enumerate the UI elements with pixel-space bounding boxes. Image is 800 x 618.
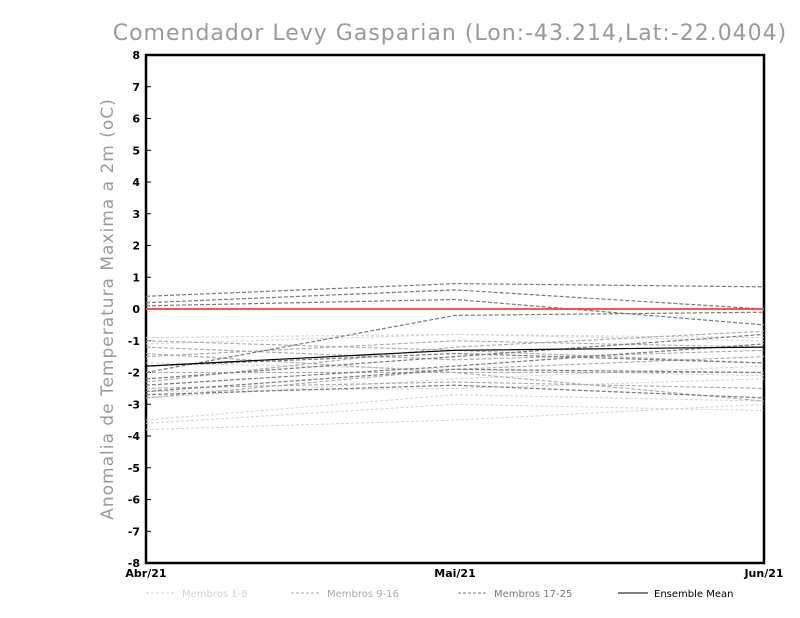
y-tick-label: -3 [128,398,140,411]
legend-item: Membros 1-8 [146,589,248,600]
legend-label: Membros 1-8 [182,589,248,600]
y-tick-label: -1 [128,335,140,348]
member-line-m21 [145,343,765,386]
member-line-m13 [145,381,765,389]
member-line-m6 [145,362,765,377]
legend-label: Ensemble Mean [654,589,733,600]
member-line-m5 [145,333,765,345]
member-line-m18 [145,289,765,310]
member-line-m15 [145,352,764,374]
y-tick-label: 2 [132,240,140,253]
member-line-m10 [145,330,765,383]
x-tick-label: Jun/21 [743,567,783,580]
y-tick-label: -5 [128,462,140,475]
legend-item: Membros 17-25 [458,589,572,600]
x-tick-label: Abr/21 [125,567,166,580]
y-tick-label: -4 [128,430,141,443]
member-line-m23 [145,298,765,326]
y-tick-label: 1 [132,271,140,284]
y-tick-label: 5 [132,144,140,157]
member-line-m8 [145,333,765,339]
legend-label: Membros 17-25 [494,589,572,600]
member-line-m7 [145,365,765,399]
legend-item: Ensemble Mean [618,589,733,600]
member-line-m17 [145,282,765,297]
member-line-m1 [145,403,765,424]
x-axis-ticks: Abr/21 Mai/21 Jun/21 [125,567,783,580]
y-tick-label: 0 [132,303,140,316]
member-line-m24 [145,352,765,367]
series-layer [145,282,765,431]
y-tick-label: -7 [128,525,140,538]
y-tick-label: 7 [132,81,140,94]
member-line-m22 [145,368,765,393]
member-line-m16 [145,356,765,399]
member-line-m20 [145,311,765,374]
y-tick-label: 4 [132,176,140,189]
x-tick-label: Mai/21 [434,567,475,580]
member-line-m2 [145,403,765,431]
y-tick-label: 3 [132,208,140,221]
y-tick-label: 8 [132,49,140,62]
member-line-m19 [145,333,765,380]
y-axis-label: Anomalia de Temperatura Maxima a 2m (oC) [98,98,118,520]
chart-title: Comendador Levy Gasparian (Lon:-43.214,L… [113,21,788,46]
ensemble-mean-line [145,346,765,367]
member-line-m3 [145,394,765,421]
member-line-m4 [145,378,765,392]
y-axis-ticks: -8 -7 -6 -5 -4 -3 -2 -1 0 1 2 3 4 5 6 7 8 [128,49,151,570]
member-line-m25 [145,384,765,399]
y-tick-label: -8 [128,557,140,570]
legend-label: Membros 9-16 [327,589,399,600]
y-tick-label: 6 [132,113,140,126]
y-tick-label: -2 [128,367,140,380]
legend: Membros 1-8 Membros 9-16 Membros 17-25 Ense… [146,589,733,600]
y-tick-label: -6 [128,494,141,507]
legend-item: Membros 9-16 [291,589,399,600]
member-line-m12 [145,346,765,361]
